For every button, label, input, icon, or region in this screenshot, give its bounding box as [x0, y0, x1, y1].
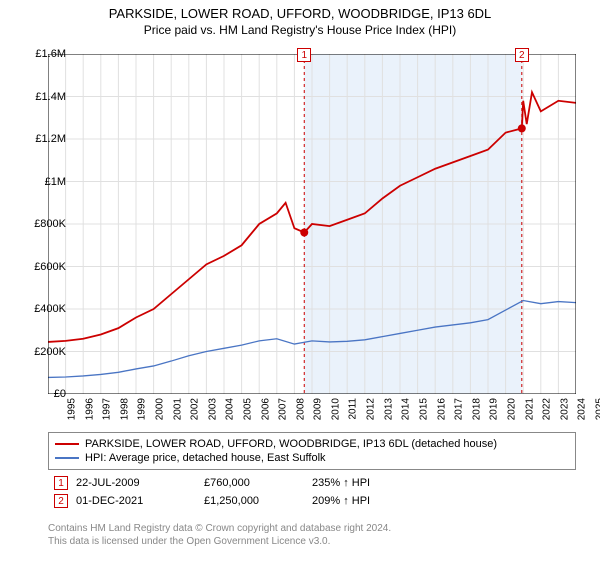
chart-container: PARKSIDE, LOWER ROAD, UFFORD, WOODBRIDGE…: [0, 6, 600, 566]
x-tick-label: 2002: [189, 398, 200, 420]
y-tick-label: £200K: [34, 346, 66, 358]
x-tick-label: 1997: [101, 398, 112, 420]
x-tick-label: 2019: [489, 398, 500, 420]
chart-title: PARKSIDE, LOWER ROAD, UFFORD, WOODBRIDGE…: [0, 6, 600, 21]
x-tick-label: 2018: [471, 398, 482, 420]
x-tick-label: 1998: [119, 398, 130, 420]
x-tick-label: 2009: [313, 398, 324, 420]
sale-date: 01-DEC-2021: [76, 495, 196, 507]
sale-pct: 209% ↑ HPI: [312, 495, 432, 507]
x-tick-label: 2021: [524, 398, 535, 420]
legend-item: PARKSIDE, LOWER ROAD, UFFORD, WOODBRIDGE…: [55, 437, 569, 451]
y-tick-label: £1.2M: [35, 133, 66, 145]
legend-label: HPI: Average price, detached house, East…: [85, 452, 326, 464]
x-tick-label: 1996: [84, 398, 95, 420]
x-tick-label: 2006: [260, 398, 271, 420]
sales-table: 1 22-JUL-2009 £760,000 235% ↑ HPI 2 01-DEC-20…: [48, 474, 576, 510]
chart-svg: [48, 54, 576, 394]
sale-marker-box: 2: [54, 494, 68, 508]
legend-swatch: [55, 457, 79, 459]
legend-swatch: [55, 443, 79, 445]
footer-line-2: This data is licensed under the Open Gov…: [48, 535, 576, 548]
y-tick-label: £400K: [34, 303, 66, 315]
x-tick-label: 2003: [207, 398, 218, 420]
y-tick-label: £1M: [45, 176, 66, 188]
x-tick-label: 2014: [401, 398, 412, 420]
sale-date: 22-JUL-2009: [76, 477, 196, 489]
x-tick-label: 2025: [594, 398, 600, 420]
x-tick-label: 2020: [506, 398, 517, 420]
sale-marker-box: 1: [54, 476, 68, 490]
x-tick-label: 2017: [453, 398, 464, 420]
x-tick-label: 2016: [436, 398, 447, 420]
sale-marker-top: 1: [297, 48, 311, 62]
x-tick-label: 2004: [225, 398, 236, 420]
x-tick-label: 2007: [277, 398, 288, 420]
y-tick-label: £1.6M: [35, 48, 66, 60]
x-tick-label: 2010: [330, 398, 341, 420]
x-tick-label: 2013: [383, 398, 394, 420]
sale-row: 2 01-DEC-2021 £1,250,000 209% ↑ HPI: [48, 492, 576, 510]
x-tick-label: 2005: [242, 398, 253, 420]
footer: Contains HM Land Registry data © Crown c…: [48, 522, 576, 548]
legend: PARKSIDE, LOWER ROAD, UFFORD, WOODBRIDGE…: [48, 432, 576, 470]
footer-line-1: Contains HM Land Registry data © Crown c…: [48, 522, 576, 535]
sale-marker-top: 2: [515, 48, 529, 62]
x-tick-label: 1999: [137, 398, 148, 420]
y-tick-label: £0: [54, 388, 66, 400]
chart-subtitle: Price paid vs. HM Land Registry's House …: [0, 23, 600, 37]
y-tick-label: £800K: [34, 218, 66, 230]
x-tick-label: 2000: [154, 398, 165, 420]
x-tick-label: 2022: [541, 398, 552, 420]
x-tick-label: 2008: [295, 398, 306, 420]
sale-row: 1 22-JUL-2009 £760,000 235% ↑ HPI: [48, 474, 576, 492]
x-tick-label: 2023: [559, 398, 570, 420]
sale-price: £760,000: [204, 477, 304, 489]
chart-area: [48, 54, 576, 394]
legend-item: HPI: Average price, detached house, East…: [55, 451, 569, 465]
legend-label: PARKSIDE, LOWER ROAD, UFFORD, WOODBRIDGE…: [85, 438, 497, 450]
x-tick-label: 2015: [418, 398, 429, 420]
x-tick-label: 1995: [66, 398, 77, 420]
sale-pct: 235% ↑ HPI: [312, 477, 432, 489]
sale-price: £1,250,000: [204, 495, 304, 507]
x-tick-label: 2012: [365, 398, 376, 420]
x-tick-label: 2001: [172, 398, 183, 420]
x-tick-label: 2011: [347, 398, 358, 420]
y-tick-label: £600K: [34, 261, 66, 273]
x-tick-label: 2024: [577, 398, 588, 420]
y-tick-label: £1.4M: [35, 91, 66, 103]
